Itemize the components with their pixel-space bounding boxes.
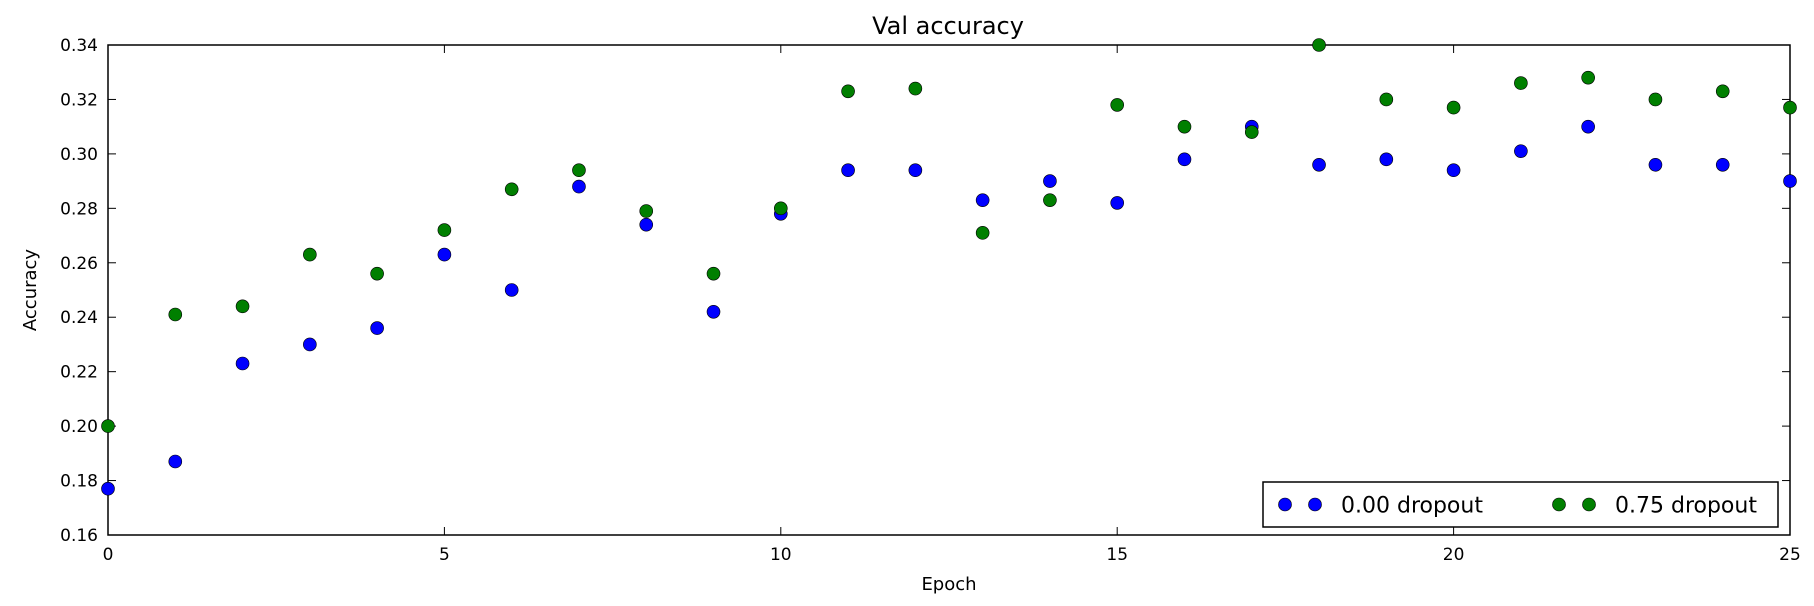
data-point	[908, 163, 923, 178]
y-tick-label: 0.32	[60, 90, 98, 110]
data-point	[1715, 157, 1730, 172]
legend-marker	[1552, 497, 1566, 512]
data-point	[303, 247, 317, 262]
data-point	[1446, 163, 1461, 178]
data-point	[370, 321, 384, 335]
data-point	[504, 283, 519, 297]
series-1	[101, 119, 1797, 496]
data-point	[1379, 92, 1394, 107]
data-point	[639, 217, 654, 232]
data-point	[1783, 100, 1797, 115]
axis-ticks: 0 5 10 15 20 25 0.16 0.18 0.20 0.22 0.24 0.26 0.28 0.…	[60, 36, 1801, 565]
y-tick-label: 0.30	[60, 145, 98, 165]
data-point	[1446, 100, 1461, 115]
data-point	[101, 481, 115, 496]
y-tick-label: 0.18	[60, 472, 98, 492]
data-point	[235, 299, 250, 314]
legend-marker	[1278, 497, 1292, 512]
data-point	[1514, 76, 1528, 90]
data-point	[101, 419, 115, 433]
series-2	[101, 38, 1797, 433]
data-point	[1043, 193, 1057, 207]
data-point	[572, 163, 586, 178]
data-point	[437, 247, 452, 262]
data-point	[1110, 98, 1124, 112]
data-point	[1110, 196, 1124, 210]
x-tick-label: 25	[1779, 545, 1801, 565]
data-point	[1312, 157, 1326, 172]
data-point	[168, 307, 183, 322]
data-point	[1581, 119, 1595, 134]
legend-label: 0.00 dropout	[1341, 494, 1483, 519]
data-point	[1783, 174, 1797, 188]
data-point	[975, 193, 990, 207]
plot-frame	[107, 44, 1791, 536]
data-point	[1312, 38, 1326, 52]
data-point	[303, 337, 317, 352]
data-points	[101, 38, 1797, 496]
legend-marker	[1308, 497, 1322, 512]
data-point	[1043, 174, 1057, 188]
x-axis-label: Epoch	[921, 574, 976, 595]
data-point	[841, 84, 855, 99]
data-point	[975, 226, 990, 240]
y-tick-label: 0.20	[60, 417, 98, 437]
data-point	[1177, 152, 1192, 167]
legend-box	[1262, 481, 1779, 528]
data-point	[1715, 84, 1730, 99]
x-tick-label: 5	[439, 545, 450, 565]
legend-label: 0.75 dropout	[1615, 494, 1757, 519]
data-point	[773, 201, 788, 216]
data-point	[706, 304, 721, 319]
y-tick-label: 0.22	[60, 363, 98, 383]
data-point	[168, 454, 183, 469]
y-tick-label: 0.24	[60, 308, 98, 328]
data-point	[706, 266, 721, 281]
data-point	[1581, 70, 1595, 85]
x-tick-label: 20	[1443, 545, 1465, 565]
data-point	[437, 223, 452, 237]
data-point	[1514, 144, 1528, 158]
legend: 0.00 dropout 0.75 dropout	[1262, 481, 1779, 528]
plot-area	[107, 44, 1791, 536]
x-tick-label: 0	[103, 545, 114, 565]
y-tick-label: 0.28	[60, 199, 98, 219]
data-point	[370, 266, 384, 281]
y-tick-label: 0.34	[60, 36, 98, 56]
legend-marker	[1582, 497, 1596, 512]
data-point	[1244, 125, 1259, 139]
data-point	[504, 182, 519, 197]
data-point	[572, 179, 586, 194]
y-axis-label: Accuracy	[20, 249, 41, 332]
data-point	[1648, 92, 1663, 107]
data-point	[639, 204, 654, 218]
y-tick-label: 0.16	[60, 526, 98, 546]
data-point	[908, 81, 923, 96]
data-point	[1379, 152, 1394, 167]
data-point	[841, 163, 855, 178]
data-point	[235, 356, 250, 371]
x-tick-label: 10	[770, 545, 792, 565]
x-tick-label: 15	[1106, 545, 1128, 565]
chart-title: Val accuracy	[872, 12, 1024, 40]
data-point	[1177, 119, 1192, 134]
data-point	[1648, 157, 1663, 172]
y-tick-label: 0.26	[60, 254, 98, 274]
